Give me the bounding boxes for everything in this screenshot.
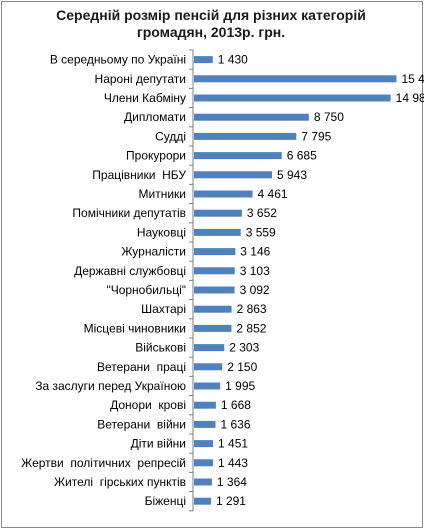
value-label: 2 852 [236,321,266,335]
bar [194,171,273,179]
value-label: 8 750 [314,110,344,124]
value-label: 3 652 [247,206,277,220]
bar [194,152,282,160]
category-label: Митники [139,187,186,201]
value-label: 1 636 [220,417,250,431]
value-label: 7 795 [301,129,331,143]
bar [194,478,212,486]
value-label: 1 995 [225,379,255,393]
bar [194,267,235,275]
category-label: Біженці [145,494,186,508]
bar [194,459,213,467]
category-label: Журналісти [121,245,186,259]
bar [194,440,214,448]
bar [194,363,223,371]
category-label: В середньому по Україні [50,53,186,67]
category-label: Місцеві чиновники [84,321,186,335]
value-label: 14 984 [396,91,424,105]
value-label: 3 559 [246,225,276,239]
category-label: Помічники депутатів [72,206,186,220]
bar [194,94,391,102]
category-label: Військові [135,341,186,355]
bar [194,113,309,121]
bar [194,305,232,313]
value-label: 1 443 [218,456,248,470]
category-label: Працівники НБУ [92,168,186,182]
category-label: Науковці [137,225,186,239]
bar [194,382,221,390]
chart-title-line-2: громадян, 2013р. грн. [136,24,286,40]
bar [194,497,211,505]
value-label: 3 092 [240,283,270,297]
category-label: Ветерани праці [97,360,186,374]
category-label: Ветерани війни [97,417,186,431]
value-label: 1 430 [218,53,248,67]
value-label: 2 863 [237,302,267,316]
bar [194,209,242,217]
value-label: 1 364 [217,475,247,489]
category-label: Шахтарі [141,302,186,316]
bar [194,286,235,294]
chart-title: Середній розмір пенсій для різних катего… [0,7,422,41]
category-label: Судді [155,129,186,143]
value-label: 1 451 [218,437,248,451]
category-label: Дипломати [124,110,186,124]
value-label: 1 668 [221,398,251,412]
bar [194,401,216,409]
value-label: 4 461 [258,187,288,201]
category-label: Жителі гірських пунктів [54,475,186,489]
value-label: 3 103 [240,264,270,278]
category-label: Прокурори [126,149,186,163]
bar [194,190,253,198]
category-label: Нароні депутати [95,72,186,86]
value-label: 15 427 [401,72,424,86]
value-label: 6 685 [287,149,317,163]
category-label: Члени Кабміну [104,91,186,105]
bar [194,75,397,83]
bar [194,324,232,332]
value-label: 5 943 [277,168,307,182]
bar [194,420,216,428]
category-label: Донори крові [110,398,186,412]
bar [194,228,241,236]
bar [194,248,236,256]
category-label: Державні службовці [74,264,186,278]
value-label: 1 291 [216,494,246,508]
value-label: 3 146 [240,245,270,259]
category-label: Діти війни [131,437,186,451]
category-label: Жертви політичних репресій [21,456,186,470]
bar [194,132,297,140]
value-label: 2 150 [227,360,257,374]
category-label: За заслуги перед Україною [35,379,186,393]
category-label: "Чорнобильці" [106,283,186,297]
chart-title-line-1: Середній розмір пенсій для різних катего… [56,7,366,23]
bar [194,56,213,64]
value-label: 2 303 [229,341,259,355]
bar [194,344,225,352]
